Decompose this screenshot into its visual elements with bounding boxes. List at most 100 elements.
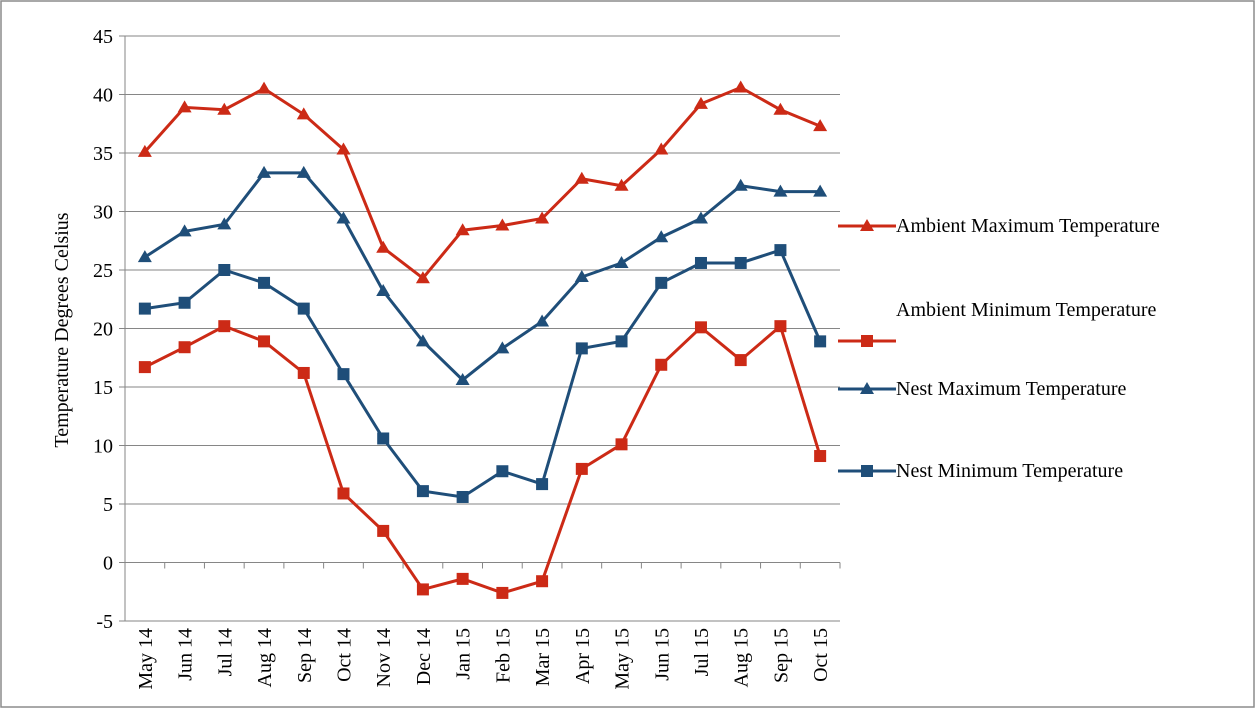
y-tick-label: 25 (93, 260, 113, 282)
point (773, 102, 788, 115)
point (138, 302, 151, 315)
legend-marker (861, 465, 873, 477)
point (654, 230, 669, 243)
legend-entry: Ambient Minimum Temperature (838, 296, 1226, 356)
point (217, 217, 232, 230)
point (535, 211, 550, 224)
point (258, 335, 271, 348)
x-tick-label: May 14 (135, 628, 157, 690)
legend-marker (860, 219, 874, 231)
x-tick-label: Apr 15 (572, 628, 594, 684)
point (734, 256, 747, 269)
point (218, 264, 231, 276)
point (178, 296, 191, 309)
point (296, 107, 311, 120)
point (416, 485, 429, 498)
legend-symbol (838, 382, 896, 394)
point (297, 302, 310, 315)
x-tick-label: Aug 14 (254, 628, 276, 687)
legend-entry: Nest Minimum Temperature (838, 457, 1226, 517)
point (535, 314, 550, 327)
point (773, 184, 788, 197)
point (258, 276, 271, 289)
series-line (144, 248, 822, 499)
point (495, 218, 510, 231)
legend-symbol (838, 465, 896, 477)
point (813, 184, 828, 197)
point (615, 438, 628, 451)
x-tick-label: Dec 14 (413, 628, 435, 685)
y-tick-label: 35 (93, 143, 113, 165)
point (455, 223, 470, 236)
point (377, 524, 390, 537)
y-tick-label: -5 (96, 611, 113, 633)
x-tick-label: Jul 15 (691, 628, 713, 676)
y-tick-label: 20 (93, 319, 113, 341)
point (615, 335, 628, 348)
point (218, 320, 231, 333)
y-tick-label: 10 (93, 436, 113, 458)
y-tick-label: 15 (93, 377, 113, 399)
point (693, 96, 708, 109)
point (694, 256, 707, 269)
series-line (143, 85, 821, 281)
x-tick-label: Jan 15 (453, 628, 475, 680)
point (774, 320, 787, 333)
point (654, 142, 669, 155)
legend-entry: Nest Maximum Temperature (838, 375, 1226, 435)
point (455, 372, 470, 385)
point (496, 465, 509, 478)
point (536, 478, 549, 491)
point (376, 240, 391, 253)
point (177, 100, 192, 113)
point (774, 244, 787, 257)
point (813, 119, 828, 132)
legend-symbol (838, 335, 896, 347)
legend-marker (860, 382, 874, 394)
x-tick-label: Sep 15 (770, 628, 792, 683)
point (415, 334, 430, 347)
x-tick-label: Jun 14 (175, 628, 197, 681)
point (257, 165, 272, 178)
point (614, 178, 629, 191)
point (415, 271, 430, 284)
point (575, 462, 588, 475)
point (614, 255, 629, 268)
point (217, 102, 232, 115)
legend-entry: Ambient Maximum Temperature (838, 212, 1226, 272)
y-tick-label: 45 (93, 26, 113, 48)
point (574, 171, 589, 184)
series-line (144, 171, 821, 382)
point (177, 224, 192, 237)
y-tick-label: 40 (93, 85, 113, 107)
point (138, 361, 151, 374)
point (575, 342, 588, 355)
x-tick-label: Mar 15 (532, 628, 554, 686)
x-tick-label: May 15 (612, 628, 634, 690)
x-tick-label: Jun 15 (651, 628, 673, 681)
x-tick-label: Feb 15 (492, 628, 514, 683)
point (814, 450, 827, 463)
y-axis-label: Temperature Degrees Celsius (51, 212, 73, 447)
legend-symbol (838, 219, 896, 231)
x-tick-label: Oct 15 (810, 628, 832, 682)
point (336, 142, 351, 155)
point (296, 165, 311, 178)
point (456, 572, 469, 585)
point (734, 354, 747, 367)
x-tick-label: Oct 14 (333, 628, 355, 682)
y-tick-label: 5 (103, 494, 113, 516)
point (456, 490, 469, 503)
point (655, 358, 668, 371)
point (536, 575, 549, 588)
point (495, 341, 510, 354)
point (137, 144, 152, 157)
point (376, 284, 391, 297)
x-tick-label: Sep 14 (294, 628, 316, 683)
point (655, 276, 668, 289)
point (178, 341, 191, 354)
legend-label: Nest Minimum Temperature (896, 460, 1124, 482)
